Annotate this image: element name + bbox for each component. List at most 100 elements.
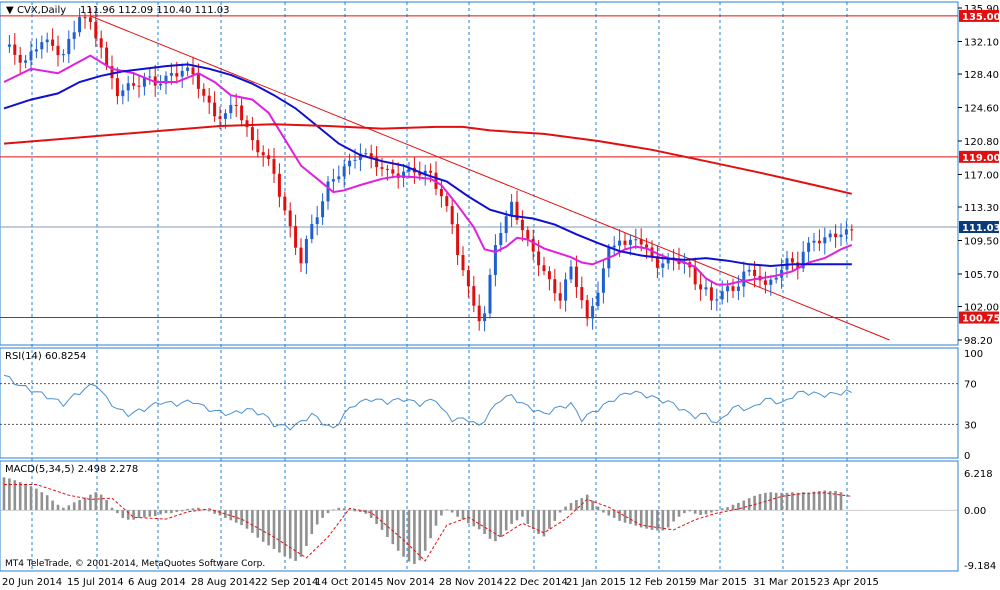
- candle-body: [515, 201, 519, 220]
- candle-body: [477, 305, 481, 322]
- candle-body: [51, 39, 55, 46]
- macd-histogram-bar: [715, 510, 719, 512]
- symbol-menu-icon[interactable]: ▼: [6, 5, 14, 16]
- macd-histogram-bar: [137, 510, 141, 518]
- macd-histogram-bar: [456, 510, 459, 517]
- macd-histogram-bar: [467, 510, 470, 524]
- time-tick-label: 14 Oct 2014: [315, 577, 377, 588]
- candle-body: [844, 229, 848, 235]
- macd-histogram-bar: [526, 510, 530, 524]
- macd-histogram-bar: [326, 510, 330, 514]
- candle-body: [715, 299, 719, 301]
- macd-histogram-bar: [791, 492, 794, 511]
- macd-histogram-bar: [13, 480, 17, 511]
- macd-pane: [0, 477, 958, 564]
- time-tick-label: 15 Jul 2014: [67, 577, 124, 588]
- candle-body: [580, 287, 584, 301]
- candle-body: [277, 173, 281, 197]
- macd-histogram-bar: [839, 492, 843, 511]
- candle-body: [56, 45, 60, 56]
- macd-histogram-bar: [834, 491, 837, 511]
- macd-histogram-bar: [828, 491, 832, 511]
- macd-histogram-bar: [445, 509, 449, 511]
- candle-body: [358, 153, 362, 160]
- macd-histogram-bar: [40, 492, 44, 511]
- candle-body: [353, 159, 357, 161]
- candle-body: [321, 201, 325, 218]
- macd-histogram-bar: [612, 510, 616, 518]
- macd-histogram-bar: [812, 491, 816, 511]
- candle-body: [267, 155, 271, 160]
- macd-histogram-bar: [666, 510, 670, 528]
- main-pane-border: [0, 1, 959, 346]
- macd-histogram-bar: [283, 510, 287, 557]
- candle-body: [461, 255, 465, 271]
- candle-body: [105, 47, 109, 67]
- macd-histogram-bar: [758, 494, 762, 511]
- candle-body: [520, 219, 524, 231]
- candle-body: [310, 224, 314, 240]
- rsi-tick-label: 70: [964, 380, 977, 391]
- candle-body: [369, 153, 373, 158]
- macd-histogram-bar: [294, 510, 297, 561]
- rsi-tick-label: 30: [964, 420, 977, 431]
- macd-histogram-bar: [89, 494, 92, 511]
- candle-body: [72, 32, 76, 39]
- candle-body: [661, 263, 665, 268]
- candle-body: [747, 269, 751, 272]
- time-tick-label: 31 Mar 2015: [753, 577, 816, 588]
- candle-body: [337, 176, 341, 180]
- copyright-text: MT4 TeleTrade, © 2001-2014, MetaQuotes S…: [5, 559, 265, 569]
- candle-body: [731, 286, 735, 291]
- macd-histogram-bar: [2, 477, 6, 511]
- candle-body: [439, 188, 443, 197]
- candle-body: [450, 206, 454, 225]
- candle-body: [612, 245, 616, 248]
- candle-body: [553, 279, 557, 294]
- macd-histogram-bar: [629, 510, 632, 524]
- macd-histogram-bar: [434, 510, 438, 526]
- candle-body: [326, 181, 330, 202]
- price-tick-label: 124.60: [964, 104, 999, 115]
- candle-body: [348, 160, 352, 167]
- candle-body: [709, 287, 713, 301]
- macd-histogram-bar: [537, 510, 540, 535]
- macd-histogram-bar: [585, 494, 589, 511]
- macd-histogram-bar: [591, 500, 594, 511]
- macd-histogram-bar: [494, 510, 497, 542]
- macd-histogram-bar: [731, 504, 735, 511]
- macd-histogram-bar: [553, 510, 557, 521]
- time-axis: 20 Jun 2014 15 Jul 2014 6 Aug 2014 28 Aug 2…: [2, 577, 879, 588]
- macd-histogram-bar: [348, 509, 351, 511]
- macd-histogram-bar: [656, 510, 659, 531]
- macd-histogram-bar: [607, 510, 611, 516]
- price-tick-label: 113.30: [964, 203, 999, 214]
- candle-body: [828, 233, 832, 238]
- macd-histogram-bar: [245, 510, 249, 529]
- macd-histogram-bar: [596, 506, 600, 511]
- price-tick-label: 105.70: [964, 270, 999, 281]
- candle-body: [83, 17, 87, 19]
- time-tick-label: 22 Sep 2014: [255, 577, 318, 588]
- macd-histogram-bar: [175, 510, 179, 512]
- candle-body: [736, 286, 740, 291]
- candle-body: [510, 201, 514, 217]
- candle-body: [537, 251, 541, 266]
- candle-body: [24, 60, 28, 63]
- macd-histogram-bar: [99, 494, 103, 511]
- macd-histogram-bar: [823, 490, 827, 511]
- macd-histogram-bar: [180, 510, 184, 512]
- candle-body: [699, 284, 703, 290]
- macd-histogram-bar: [369, 510, 373, 518]
- macd-histogram-bar: [132, 510, 135, 520]
- macd-histogram-bar: [170, 510, 173, 514]
- candle-body: [483, 313, 487, 322]
- macd-histogram-bar: [801, 492, 805, 511]
- macd-histogram-bar: [753, 495, 756, 511]
- time-tick-label: 28 Nov 2014: [439, 577, 503, 588]
- candle-body: [726, 286, 730, 292]
- macd-histogram-bar: [699, 510, 702, 515]
- macd-histogram-bar: [56, 504, 60, 511]
- macd-histogram-bar: [213, 510, 216, 514]
